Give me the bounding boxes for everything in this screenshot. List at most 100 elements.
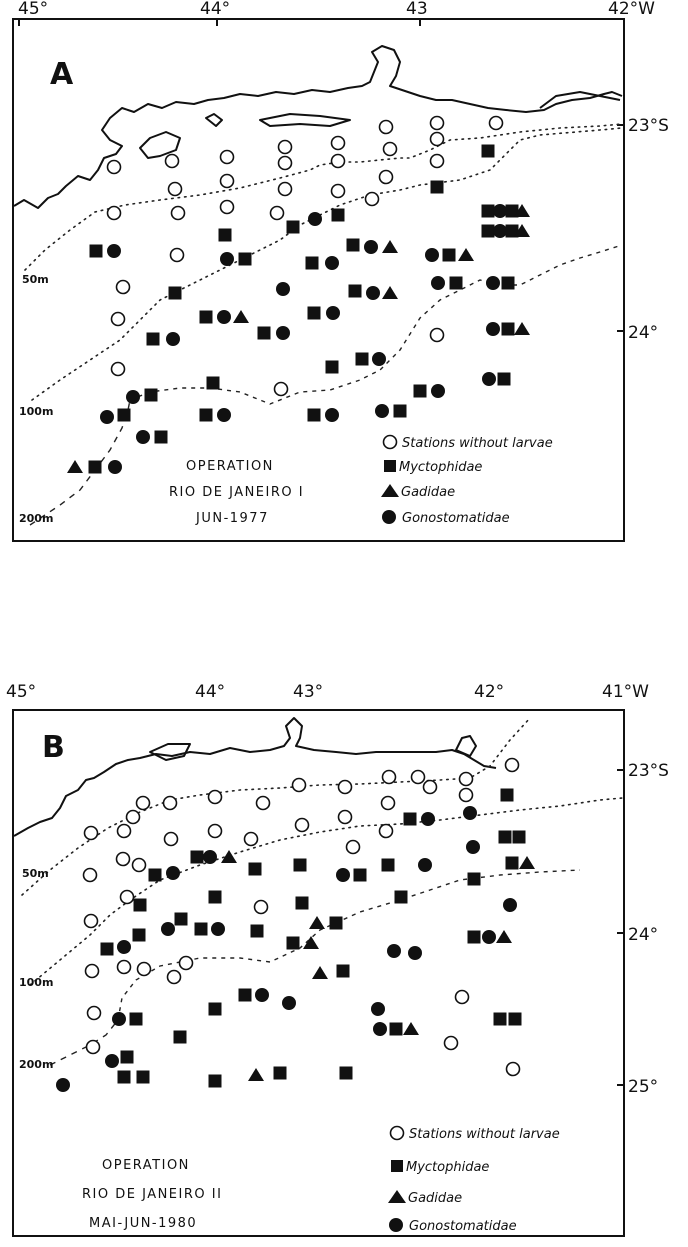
station-empty-open-circle <box>135 795 151 811</box>
map-b-cape <box>455 735 477 757</box>
station-empty-open-circle <box>115 851 131 867</box>
map-a-lon-tick: 42°W <box>608 0 655 19</box>
station-myctophidae-square <box>329 916 343 930</box>
station-gonostomatidae-circle <box>217 310 231 324</box>
station-myctophidae-square <box>339 1066 353 1080</box>
map-a-lagoon <box>259 113 351 127</box>
station-myctophidae-square <box>307 408 321 422</box>
station-empty-open-circle <box>253 899 269 915</box>
station-empty-open-circle <box>269 205 285 221</box>
station-myctophidae-square <box>508 1012 522 1026</box>
station-empty-open-circle <box>106 159 122 175</box>
station-myctophidae-square <box>389 1022 403 1036</box>
map-a-isobath-label: 50m <box>22 273 49 286</box>
station-gonostomatidae-circle <box>166 332 180 346</box>
map-a-coastline <box>13 45 623 209</box>
station-myctophidae-square <box>481 224 495 238</box>
station-gonostomatidae-circle <box>336 868 350 882</box>
station-myctophidae-square <box>512 830 526 844</box>
station-empty-open-circle <box>429 327 445 343</box>
station-empty-open-circle <box>178 955 194 971</box>
station-gonostomatidae-circle <box>108 460 122 474</box>
station-myctophidae-square <box>194 922 208 936</box>
station-empty-open-circle <box>337 779 353 795</box>
map-a: 45° 44° 43 42°W 23°S 24° A 50m 100m 200m… <box>12 0 669 542</box>
station-gonostomatidae-circle <box>482 930 496 944</box>
station-empty-open-circle <box>458 771 474 787</box>
legend-open-circle-icon <box>389 1125 405 1141</box>
map-a-island <box>205 113 223 127</box>
station-gonostomatidae-circle <box>326 306 340 320</box>
station-empty-open-circle <box>219 199 235 215</box>
station-gadidae-triangle <box>514 224 530 237</box>
station-gonostomatidae-circle <box>166 866 180 880</box>
station-empty-open-circle <box>443 1035 459 1051</box>
legend-open-circle-icon <box>382 434 398 450</box>
station-empty-open-circle <box>82 867 98 883</box>
station-gadidae-triangle <box>519 856 535 869</box>
station-empty-open-circle <box>454 989 470 1005</box>
station-myctophidae-square <box>133 898 147 912</box>
station-gonostomatidae-circle <box>493 224 507 238</box>
station-gonostomatidae-circle <box>466 840 480 854</box>
station-myctophidae-square <box>208 1002 222 1016</box>
station-myctophidae-square <box>293 858 307 872</box>
station-empty-open-circle <box>119 889 135 905</box>
station-empty-open-circle <box>125 809 141 825</box>
station-gadidae-triangle <box>312 966 328 979</box>
station-gonostomatidae-circle <box>486 276 500 290</box>
station-empty-open-circle <box>458 787 474 803</box>
station-gonostomatidae-circle <box>56 1078 70 1092</box>
station-empty-open-circle <box>294 817 310 833</box>
station-myctophidae-square <box>273 1066 287 1080</box>
station-myctophidae-square <box>199 408 213 422</box>
station-gonostomatidae-circle <box>220 252 234 266</box>
map-a-lon-tick: 43 <box>406 0 428 19</box>
map-a-cape <box>539 91 621 109</box>
map-a-panel-letter: A <box>50 57 74 92</box>
station-myctophidae-square <box>286 220 300 234</box>
station-empty-open-circle <box>273 381 289 397</box>
map-a-isobath-label: 200m <box>19 512 53 525</box>
station-empty-open-circle <box>505 1061 521 1077</box>
map-a-frame <box>12 18 625 542</box>
station-myctophidae-square <box>355 352 369 366</box>
station-gonostomatidae-circle <box>308 212 322 226</box>
station-empty-open-circle <box>83 825 99 841</box>
station-myctophidae-square <box>394 890 408 904</box>
station-empty-open-circle <box>170 205 186 221</box>
station-gonostomatidae-circle <box>486 322 500 336</box>
station-myctophidae-square <box>467 872 481 886</box>
station-empty-open-circle <box>85 1039 101 1055</box>
map-b-operation-line: OPERATION <box>102 1158 190 1173</box>
station-myctophidae-square <box>168 286 182 300</box>
station-gadidae-triangle <box>382 286 398 299</box>
map-a-lon-tick: 44° <box>200 0 230 19</box>
station-myctophidae-square <box>190 850 204 864</box>
station-myctophidae-square <box>248 862 262 876</box>
station-empty-open-circle <box>131 857 147 873</box>
map-b-lon-tick: 44° <box>195 682 225 702</box>
station-myctophidae-square <box>403 812 417 826</box>
map-b-panel-letter: B <box>42 730 65 765</box>
station-myctophidae-square <box>100 942 114 956</box>
station-empty-open-circle <box>291 777 307 793</box>
map-a-stations <box>67 115 530 474</box>
legend-filled-square-icon <box>391 1160 403 1172</box>
map-a-isobath-200m <box>29 399 131 526</box>
map-b-coastline <box>13 717 497 837</box>
station-myctophidae-square <box>208 890 222 904</box>
station-gonostomatidae-circle <box>408 946 422 960</box>
station-gonostomatidae-circle <box>325 256 339 270</box>
station-myctophidae-square <box>497 372 511 386</box>
station-gonostomatidae-circle <box>373 1022 387 1036</box>
station-myctophidae-square <box>430 180 444 194</box>
station-myctophidae-square <box>238 252 252 266</box>
station-gadidae-triangle <box>496 930 512 943</box>
station-empty-open-circle <box>219 149 235 165</box>
map-b-lat-tick: 24° <box>628 925 658 945</box>
station-gonostomatidae-circle <box>107 244 121 258</box>
map-b-stations <box>56 757 535 1092</box>
station-myctophidae-square <box>381 858 395 872</box>
legend-filled-circle-icon <box>382 510 396 524</box>
